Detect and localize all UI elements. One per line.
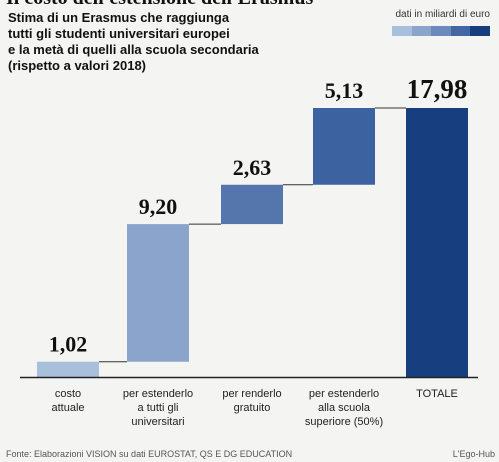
waterfall-bar xyxy=(37,361,99,377)
subtitle-line: (rispetto a valori 2018) xyxy=(8,58,146,73)
data-label: 1,02 xyxy=(49,332,88,357)
waterfall-bar xyxy=(406,108,468,377)
legend-color-swatch xyxy=(392,26,412,36)
cut-off-headline: Il costo dell'estensione dell'Erasmus xyxy=(6,0,313,10)
subtitle-line: tutti gli studenti universitari europei xyxy=(8,26,230,41)
legend-color-swatch xyxy=(411,26,432,36)
chart-subtitle: Stima di un Erasmus che raggiunga tutti … xyxy=(8,10,308,74)
data-label: 9,20 xyxy=(139,194,178,219)
unit-label: dati in miliardi di euro xyxy=(395,9,491,20)
data-label: 5,13 xyxy=(325,78,364,103)
waterfall-bar xyxy=(127,224,189,362)
category-label: costo xyxy=(55,388,81,400)
waterfall-bar xyxy=(221,184,283,225)
brand-credit: L'Ego-Hub xyxy=(452,449,495,459)
category-label: per renderlo xyxy=(222,388,281,400)
legend-color-swatch xyxy=(431,26,451,36)
category-label: attuale xyxy=(51,402,84,414)
data-label: 2,63 xyxy=(233,155,272,180)
legend-color-swatch xyxy=(450,26,471,36)
subtitle-line: e la metà di quelli alla scuola secondar… xyxy=(8,42,259,57)
category-label: superiore (50%) xyxy=(305,416,383,428)
category-label: a tutti gli xyxy=(138,402,179,414)
category-label: alla scuola xyxy=(318,402,371,414)
data-label: 17,98 xyxy=(407,74,468,104)
category-label: universitari xyxy=(131,416,184,428)
category-label: per estenderlo xyxy=(123,388,193,400)
legend-color-swatch xyxy=(470,26,490,36)
category-label: TOTALE xyxy=(416,388,458,400)
source-note: Fonte: Elaborazioni VISION su dati EUROS… xyxy=(6,449,293,459)
subtitle-line: Stima di un Erasmus che raggiunga xyxy=(8,10,230,25)
category-label: gratuito xyxy=(234,402,271,414)
color-scale-legend xyxy=(392,26,490,36)
waterfall-bar xyxy=(313,108,375,185)
category-label: per estenderlo xyxy=(309,388,379,400)
